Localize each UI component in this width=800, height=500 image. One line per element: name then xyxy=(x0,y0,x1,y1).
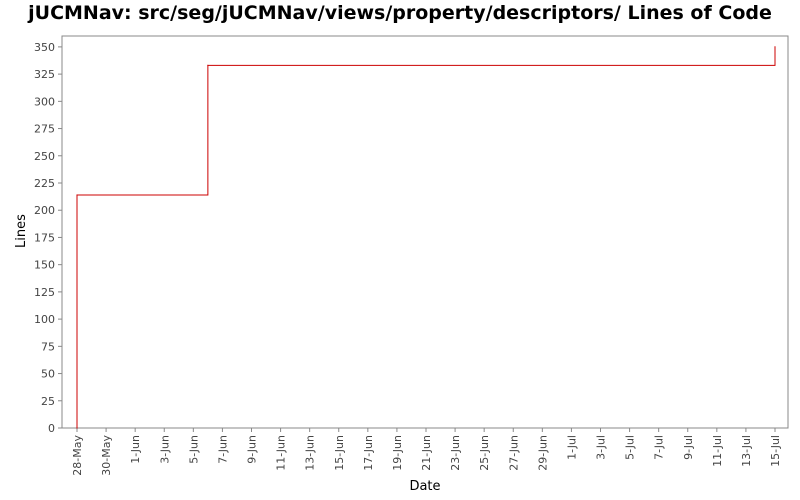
y-tick-label: 200 xyxy=(34,204,55,217)
y-axis-title: Lines xyxy=(14,214,29,248)
data-point xyxy=(76,427,78,429)
x-tick-label: 11-Jul xyxy=(711,435,724,467)
x-tick-label: 1-Jul xyxy=(565,435,578,460)
x-tick-label: 23-Jun xyxy=(449,435,462,471)
y-tick-label: 50 xyxy=(41,368,55,381)
x-tick-label: 28-May xyxy=(71,435,84,476)
y-tick-label: 350 xyxy=(34,41,55,54)
x-tick-label: 15-Jun xyxy=(333,435,346,471)
data-point xyxy=(774,46,776,48)
y-tick-label: 0 xyxy=(48,422,55,435)
x-tick-label: 7-Jun xyxy=(216,435,229,464)
x-axis-title: Date xyxy=(409,479,440,494)
series-line xyxy=(76,46,776,428)
x-tick-label: 30-May xyxy=(100,435,113,476)
x-tick-label: 15-Jul xyxy=(769,435,782,467)
x-tick-label: 29-Jun xyxy=(536,435,549,471)
y-tick-label: 250 xyxy=(34,150,55,163)
y-tick-label: 175 xyxy=(34,231,55,244)
x-tick-label: 11-Jun xyxy=(275,435,288,471)
x-tick-label: 1-Jun xyxy=(129,435,142,464)
y-tick-label: 125 xyxy=(34,286,55,299)
x-tick-label: 9-Jun xyxy=(246,435,259,464)
x-tick-label: 17-Jun xyxy=(362,435,375,471)
plot-border xyxy=(61,35,789,429)
x-tick-label: 13-Jun xyxy=(304,435,317,471)
y-tick-label: 225 xyxy=(34,177,55,190)
x-tick-label: 3-Jun xyxy=(158,435,171,464)
x-tick-label: 13-Jul xyxy=(740,435,753,467)
x-tick-label: 27-Jun xyxy=(507,435,520,471)
x-tick-label: 9-Jul xyxy=(682,435,695,460)
x-tick-label: 7-Jul xyxy=(653,435,666,460)
y-tick-label: 325 xyxy=(34,68,55,81)
x-tick-label: 19-Jun xyxy=(391,435,404,471)
data-point xyxy=(207,64,209,66)
series-layer xyxy=(76,46,776,429)
x-axis: 28-May 30-May 1-Jun 3-Jun 5-Jun 7-Jun 9-Jun 11-… xyxy=(71,428,782,476)
y-tick-label: 25 xyxy=(41,395,55,408)
x-tick-label: 5-Jun xyxy=(187,435,200,464)
y-tick-label: 275 xyxy=(34,123,55,136)
y-axis: 0 25 50 75 100 125 150 175 200 225 250 275 300 325 350 xyxy=(34,41,62,435)
y-tick-label: 100 xyxy=(34,313,55,326)
x-tick-label: 3-Jul xyxy=(595,435,608,460)
y-tick-label: 75 xyxy=(41,340,55,353)
x-tick-label: 25-Jun xyxy=(478,435,491,471)
y-tick-label: 150 xyxy=(34,259,55,272)
x-tick-label: 21-Jun xyxy=(420,435,433,471)
x-tick-label: 5-Jul xyxy=(624,435,637,460)
data-point xyxy=(76,194,78,196)
chart-title: jUCMNav: src/seg/jUCMNav/views/property/… xyxy=(28,2,772,24)
y-tick-label: 300 xyxy=(34,95,55,108)
plot-area xyxy=(61,35,789,429)
